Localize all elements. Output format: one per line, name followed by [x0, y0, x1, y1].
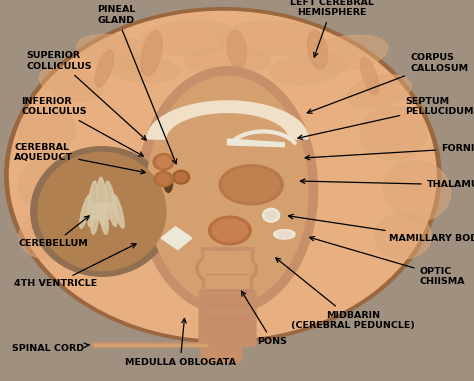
- Text: FORNIX: FORNIX: [305, 144, 474, 160]
- Text: MAMILLARY BODY: MAMILLARY BODY: [289, 215, 474, 243]
- Text: SUPERIOR
COLLICULUS: SUPERIOR COLLICULUS: [26, 51, 146, 140]
- Ellipse shape: [19, 213, 76, 259]
- Ellipse shape: [212, 219, 247, 242]
- Ellipse shape: [360, 107, 427, 160]
- Text: PINEAL
GLAND: PINEAL GLAND: [97, 5, 177, 164]
- Ellipse shape: [5, 8, 441, 343]
- Ellipse shape: [95, 50, 113, 87]
- Ellipse shape: [39, 67, 103, 101]
- FancyBboxPatch shape: [199, 290, 256, 347]
- Ellipse shape: [91, 215, 112, 219]
- Ellipse shape: [142, 21, 237, 56]
- Ellipse shape: [164, 173, 173, 192]
- Ellipse shape: [273, 229, 295, 239]
- Text: PONS: PONS: [242, 291, 288, 346]
- Polygon shape: [228, 139, 284, 147]
- Circle shape: [263, 208, 280, 222]
- Text: LEFT CEREBRAL
HEMISPHERE: LEFT CEREBRAL HEMISPHERE: [290, 0, 374, 57]
- Ellipse shape: [19, 107, 76, 152]
- Text: SEPTUM
PELLUCIDUM: SEPTUM PELLUCIDUM: [298, 97, 474, 139]
- Ellipse shape: [374, 213, 431, 259]
- Ellipse shape: [304, 35, 388, 72]
- Text: CEREBELLUM: CEREBELLUM: [19, 216, 89, 248]
- Ellipse shape: [141, 31, 162, 76]
- Ellipse shape: [147, 76, 308, 305]
- Circle shape: [173, 170, 190, 184]
- Ellipse shape: [199, 253, 254, 284]
- Text: THALAMUS: THALAMUS: [301, 179, 474, 189]
- Text: SPINAL CORD: SPINAL CORD: [12, 343, 90, 353]
- Circle shape: [153, 154, 174, 170]
- Ellipse shape: [98, 177, 106, 227]
- FancyBboxPatch shape: [201, 320, 242, 362]
- Text: MIDBARIN
(CEREBRAL PEDUNCLE): MIDBARIN (CEREBRAL PEDUNCLE): [276, 258, 415, 330]
- Ellipse shape: [218, 21, 322, 55]
- Ellipse shape: [31, 147, 173, 276]
- Ellipse shape: [105, 55, 180, 82]
- Ellipse shape: [347, 75, 411, 108]
- Ellipse shape: [277, 231, 292, 238]
- Text: 4TH VENTRICLE: 4TH VENTRICLE: [14, 244, 136, 288]
- Ellipse shape: [185, 48, 270, 74]
- Ellipse shape: [9, 11, 436, 339]
- Ellipse shape: [77, 35, 160, 72]
- Polygon shape: [201, 248, 254, 335]
- Ellipse shape: [18, 157, 76, 209]
- Text: INFERIOR
COLLICULUS: INFERIOR COLLICULUS: [21, 97, 143, 156]
- Text: MEDULLA OBLOGATA: MEDULLA OBLOGATA: [125, 319, 236, 367]
- Ellipse shape: [38, 152, 166, 271]
- Ellipse shape: [219, 165, 283, 205]
- Ellipse shape: [88, 203, 116, 208]
- Ellipse shape: [223, 168, 280, 202]
- Ellipse shape: [80, 195, 91, 228]
- Text: CORPUS
CALLOSUM: CORPUS CALLOSUM: [307, 53, 468, 113]
- Ellipse shape: [137, 67, 318, 314]
- Ellipse shape: [228, 30, 246, 69]
- Ellipse shape: [91, 204, 99, 234]
- Circle shape: [156, 156, 171, 168]
- Ellipse shape: [196, 251, 257, 287]
- Ellipse shape: [271, 53, 346, 85]
- Ellipse shape: [106, 181, 117, 226]
- Circle shape: [175, 173, 187, 182]
- Ellipse shape: [383, 160, 451, 221]
- Circle shape: [265, 211, 277, 220]
- Polygon shape: [161, 227, 192, 250]
- Polygon shape: [205, 251, 250, 331]
- Text: CEREBRAL
AQUEDUCT: CEREBRAL AQUEDUCT: [14, 143, 145, 174]
- Ellipse shape: [100, 204, 108, 234]
- Circle shape: [157, 174, 170, 184]
- Text: OPTIC
CHIISMA: OPTIC CHIISMA: [310, 237, 465, 286]
- Ellipse shape: [113, 195, 124, 228]
- Polygon shape: [147, 101, 308, 139]
- Circle shape: [154, 171, 173, 187]
- Ellipse shape: [209, 216, 251, 245]
- Ellipse shape: [88, 181, 97, 227]
- Ellipse shape: [308, 30, 328, 69]
- Ellipse shape: [90, 209, 114, 214]
- Ellipse shape: [361, 58, 379, 94]
